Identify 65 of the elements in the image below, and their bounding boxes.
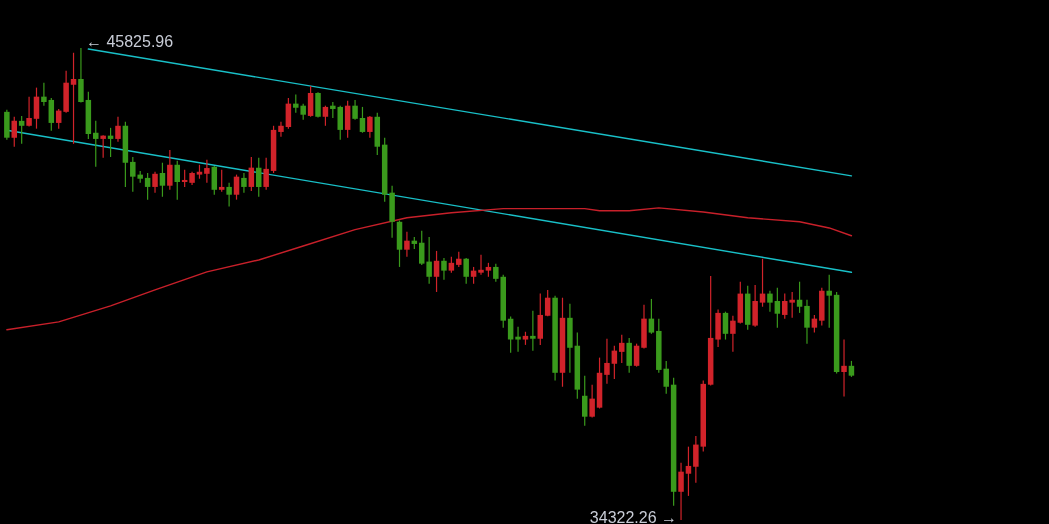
candlestick: [589, 384, 595, 419]
candlestick: [167, 149, 173, 191]
candlestick: [826, 274, 832, 329]
candlestick: [93, 120, 99, 168]
candlestick: [767, 290, 773, 313]
candlestick: [404, 231, 410, 258]
candlestick: [48, 97, 55, 132]
candlestick: [241, 172, 247, 194]
candlestick: [619, 334, 625, 364]
candlestick: [100, 134, 106, 159]
candlestick: [537, 293, 544, 346]
candlestick: [722, 311, 729, 341]
candlestick: [315, 91, 321, 119]
candlestick: [359, 106, 366, 134]
candlestick: [515, 326, 521, 353]
candlestick: [26, 96, 32, 128]
candlestick: [426, 236, 432, 285]
candlestick: [11, 116, 18, 148]
candlestick: [611, 345, 618, 380]
candlestick: [433, 250, 440, 293]
candlestick: [693, 435, 699, 484]
candlestick: [115, 116, 121, 143]
candlestick: [352, 99, 358, 121]
candlestick: [530, 310, 536, 352]
candlestick: [211, 165, 218, 196]
candlestick: [626, 337, 632, 374]
candlestick: [33, 87, 40, 130]
candlestick: [18, 115, 25, 145]
candlestick: [144, 172, 151, 201]
candlestick: [70, 52, 77, 145]
annotation: 34322.26 →: [589, 509, 678, 524]
candlestick: [463, 257, 469, 285]
candlestick: [418, 230, 425, 266]
annotation: ← 45825.96: [85, 33, 174, 50]
candlestick: [841, 338, 847, 398]
candlestick: [218, 169, 225, 193]
candlestick: [322, 105, 329, 127]
candlestick: [730, 315, 736, 353]
candlestick: [604, 338, 610, 385]
candlestick: [307, 85, 314, 118]
candlestick: [478, 254, 484, 276]
candlestick: [648, 298, 655, 335]
candlestick: [804, 299, 810, 345]
candlestick: [796, 281, 803, 314]
candlestick: [678, 462, 684, 521]
candlestick: [774, 287, 781, 329]
candlestick: [159, 162, 166, 198]
candlestick: [581, 375, 588, 427]
candlestick: [226, 182, 232, 208]
candlestick: [507, 315, 514, 354]
candlestick: [685, 446, 692, 497]
candlestick: [263, 157, 269, 191]
candlestick: [248, 156, 255, 192]
candlestick: [78, 47, 84, 103]
candlestick: [544, 289, 551, 317]
candlestick: [759, 258, 766, 308]
candlestick: [256, 157, 262, 198]
candlestick: [204, 159, 210, 184]
candlestick: [441, 257, 447, 281]
candlestick: [152, 171, 158, 194]
candlestick: [233, 174, 240, 201]
candlestick: [633, 343, 640, 368]
candlestick: [278, 121, 284, 138]
candlestick: [41, 82, 47, 107]
candlestick: [367, 115, 373, 139]
